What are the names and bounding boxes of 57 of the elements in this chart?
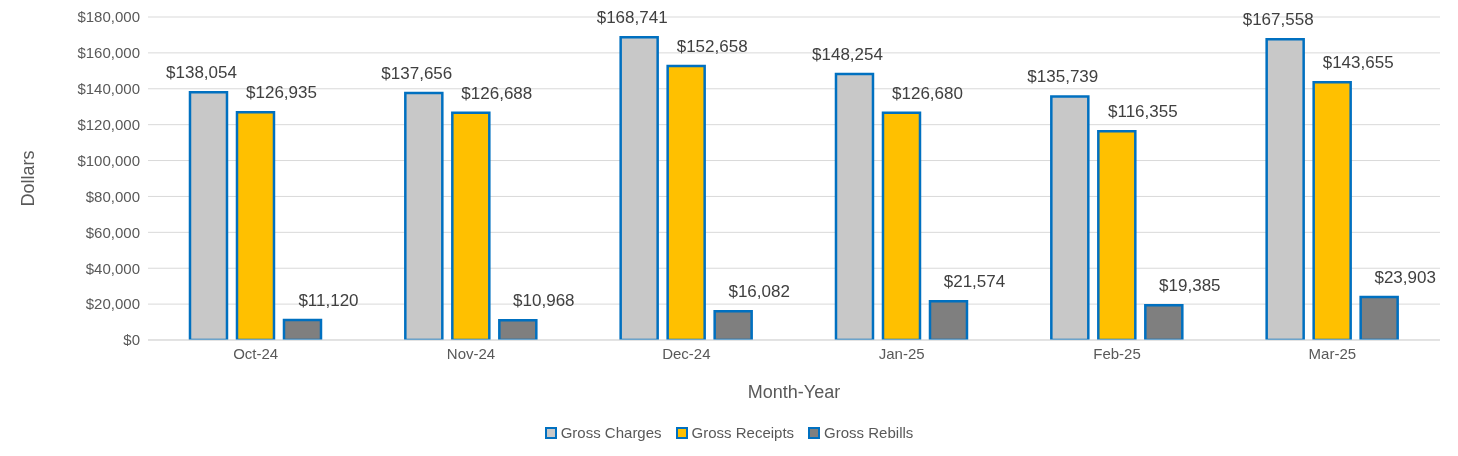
data-label: $11,120 (298, 291, 359, 311)
bar (1359, 295, 1399, 340)
bar (928, 300, 969, 340)
bar (713, 309, 753, 340)
data-label: $19,385 (1159, 276, 1221, 296)
bar (451, 111, 491, 340)
y-tick-label: $160,000 (77, 44, 140, 62)
legend-label: Gross Receipts (691, 424, 795, 441)
y-axis-title: Dollars (18, 150, 39, 207)
bar (666, 64, 706, 340)
data-label: $126,680 (892, 83, 963, 103)
data-label: $116,355 (1108, 102, 1178, 122)
y-tick-label: $140,000 (77, 80, 140, 98)
bar (834, 72, 875, 340)
data-label: $138,054 (166, 63, 237, 83)
data-label: $152,658 (676, 37, 748, 57)
data-label: $126,688 (461, 83, 533, 103)
bar (498, 319, 538, 340)
y-tick-label: $80,000 (85, 187, 140, 205)
legend-label: Gross Charges (560, 424, 662, 441)
x-tick-label: Feb-25 (1093, 344, 1141, 362)
y-tick-label: $20,000 (85, 295, 140, 313)
x-tick-label: Dec-24 (662, 344, 711, 362)
bar (619, 35, 659, 340)
y-tick-label: $120,000 (77, 115, 140, 133)
data-label: $167,558 (1242, 10, 1314, 30)
x-tick-label: Oct-24 (233, 344, 279, 362)
x-axis-title: Month-Year (747, 382, 841, 402)
data-label: $23,903 (1374, 268, 1436, 288)
bar (1097, 129, 1137, 340)
y-tick-label: $40,000 (85, 259, 140, 277)
data-label: $16,082 (728, 282, 790, 302)
bar (404, 91, 444, 340)
bar (282, 318, 323, 340)
x-tick-label: Nov-24 (446, 344, 496, 362)
data-label: $126,935 (246, 83, 317, 103)
y-tick-label: $60,000 (85, 223, 140, 241)
bar (1312, 80, 1352, 340)
bar (235, 110, 276, 340)
legend-label: Gross Rebills (824, 424, 914, 441)
bar (1265, 38, 1305, 340)
bar (1050, 95, 1090, 340)
data-label: $135,739 (1027, 67, 1099, 87)
data-label: $21,574 (943, 272, 1006, 292)
y-tick-label: $180,000 (77, 8, 140, 26)
data-label: $148,254 (812, 44, 883, 64)
bar (188, 91, 229, 340)
data-label: $10,968 (513, 291, 575, 311)
data-label: $143,655 (1322, 53, 1394, 73)
x-tick-label: Jan-25 (878, 344, 925, 362)
bar (881, 111, 922, 340)
y-tick-label: $100,000 (77, 151, 140, 169)
bar (1144, 303, 1184, 340)
data-label: $168,741 (596, 8, 668, 28)
x-tick-label: Mar-25 (1308, 344, 1357, 362)
data-label: $137,656 (381, 63, 453, 83)
y-tick-label: $0 (123, 331, 140, 349)
